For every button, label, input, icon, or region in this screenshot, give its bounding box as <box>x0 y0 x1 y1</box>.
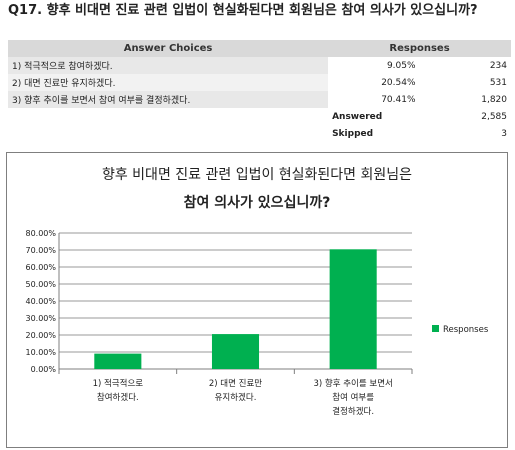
legend-swatch <box>432 325 439 332</box>
y-tick-label: 50.00% <box>25 280 56 289</box>
y-tick-label: 30.00% <box>25 314 56 323</box>
x-category-label: 3) 향후 추이를 보면서 <box>313 378 392 389</box>
x-category-label: 2) 대면 진료만 <box>209 378 262 389</box>
y-tick-label: 80.00% <box>25 229 56 238</box>
x-category-label: 참여 여부를 <box>332 392 374 403</box>
answer-choice: 3) 향후 추이를 보면서 참여 여부를 결정하겠다. <box>8 91 329 108</box>
y-tick-label: 20.00% <box>25 331 56 340</box>
y-tick-label: 70.00% <box>25 246 56 255</box>
answered-row: Answered 2,585 <box>8 108 511 125</box>
table-row: 2) 대면 진료만 유지하겠다. 20.54% 531 <box>8 74 511 91</box>
chart-title-line-1: 향후 비대면 진료 관련 입법이 현실화된다면 회원님은 <box>101 167 413 183</box>
chart-plot: 0.00% 10.00% 20.00% 30.00% 40.00% 50.00% 60.00… <box>25 229 489 417</box>
chart-title-line-2: 참여 의사가 있으십니까? <box>183 195 331 211</box>
legend-label: Responses <box>443 325 489 335</box>
table-header-row: Answer Choices Responses <box>8 40 511 57</box>
bar-chart: 향후 비대면 진료 관련 입법이 현실화된다면 회원님은 참여 의사가 있으십니… <box>6 152 508 448</box>
y-tick-label: 40.00% <box>25 297 56 306</box>
answer-choice: 1) 적극적으로 참여하겠다. <box>8 57 329 74</box>
x-category-label: 1) 적극적으로 <box>93 378 144 389</box>
bar <box>329 249 377 369</box>
x-category-label: 유지하겠다. <box>215 392 257 403</box>
y-tick-label: 60.00% <box>25 263 56 272</box>
answer-choice: 2) 대면 진료만 유지하겠다. <box>8 74 329 91</box>
header-answer-choices: Answer Choices <box>8 40 329 57</box>
question-title: Q17. 향후 비대면 진료 관련 입법이 현실화된다면 회원님은 참여 의사가… <box>8 3 478 18</box>
response-count: 234 <box>489 60 507 71</box>
table-row: 1) 적극적으로 참여하겠다. 9.05% 234 <box>8 57 511 74</box>
skipped-row: Skipped 3 <box>8 125 511 142</box>
x-category-label: 결정하겠다. <box>332 406 374 417</box>
response-percent: 70.41% <box>381 94 416 105</box>
header-responses: Responses <box>328 40 511 57</box>
y-tick-label: 0.00% <box>31 365 57 374</box>
answered-value: 2,585 <box>481 111 507 122</box>
responses-table: Answer Choices Responses 1) 적극적으로 참여하겠다.… <box>8 40 511 142</box>
chart-title: 향후 비대면 진료 관련 입법이 현실화된다면 회원님은 참여 의사가 있으십니… <box>47 161 467 217</box>
bar <box>211 334 260 369</box>
response-count: 1,820 <box>481 94 507 105</box>
answered-label: Answered <box>332 111 383 122</box>
response-count: 531 <box>489 77 507 88</box>
response-percent: 20.54% <box>381 77 416 88</box>
y-tick-label: 10.00% <box>25 348 56 357</box>
response-percent: 9.05% <box>386 60 416 71</box>
skipped-value: 3 <box>501 128 507 139</box>
bar <box>94 353 142 369</box>
table-row: 3) 향후 추이를 보면서 참여 여부를 결정하겠다. 70.41% 1,820 <box>8 91 511 108</box>
x-category-label: 참여하겠다. <box>97 392 139 403</box>
skipped-label: Skipped <box>332 128 374 139</box>
